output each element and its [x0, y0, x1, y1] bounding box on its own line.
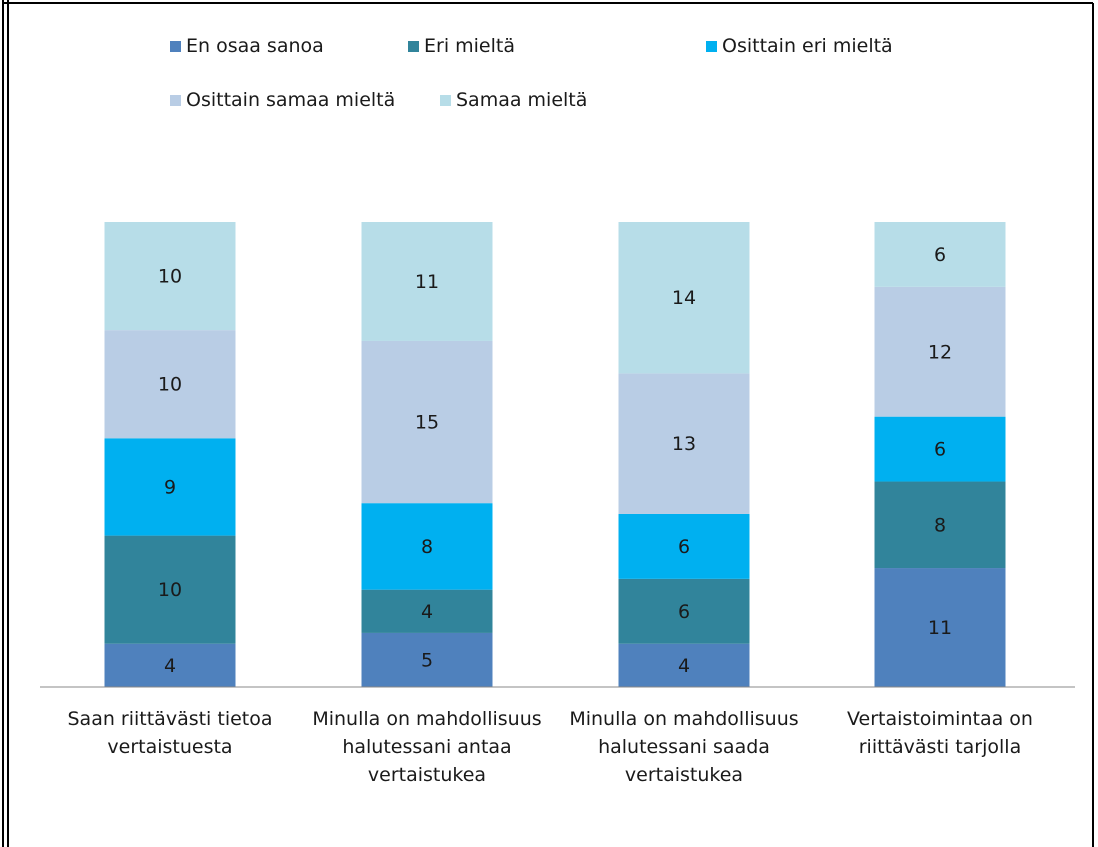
data-label: 5 [421, 649, 433, 671]
bar-segment [874, 481, 1006, 569]
data-label: 8 [934, 514, 946, 536]
bar-segment [618, 373, 750, 514]
bar-segment [618, 513, 750, 579]
data-label: 13 [672, 433, 696, 455]
bar-segment [874, 222, 1006, 287]
legend-label: En osaa sanoa [186, 35, 324, 57]
data-label: 4 [421, 601, 433, 623]
data-label: 6 [678, 536, 690, 558]
bar-segment [361, 503, 493, 590]
data-label: 4 [164, 655, 176, 677]
data-label: 11 [415, 271, 439, 293]
bar-segment [361, 222, 493, 341]
legend-item: Samaa mieltä [440, 86, 587, 114]
bar-segment [361, 340, 493, 504]
legend-item: En osaa sanoa [170, 32, 324, 60]
data-label: 6 [678, 601, 690, 623]
legend-item: Osittain samaa mieltä [170, 86, 395, 114]
legend-label: Osittain samaa mieltä [186, 89, 396, 111]
legend-swatch [170, 94, 181, 106]
bar-segment [104, 222, 236, 331]
bar-segment [104, 438, 236, 536]
bar-segment [874, 286, 1006, 417]
bar-segment [874, 416, 1006, 482]
data-label: 11 [928, 617, 952, 639]
bar-segment [618, 222, 750, 374]
x-tick-label: Saan riittävästi tietoa vertaistuesta [67, 708, 273, 758]
legend-swatch [706, 40, 717, 52]
bar-segment [874, 568, 1006, 687]
data-label: 8 [421, 536, 433, 558]
data-label: 6 [934, 439, 946, 461]
legend-swatch [440, 94, 451, 106]
bar-segment [104, 330, 236, 439]
bar-segment [361, 632, 493, 687]
legend-swatch [408, 40, 419, 52]
legend-item: Eri mieltä [408, 32, 515, 60]
legend-item: Osittain eri mieltä [706, 32, 893, 60]
x-tick-label: Minulla on mahdollisuus halutessani anta… [312, 708, 542, 786]
x-tick-label: Vertaistoimintaa on riittävästi tarjolla [847, 708, 1033, 758]
legend-label: Samaa mieltä [456, 89, 588, 111]
x-tick-label: Minulla on mahdollisuus halutessani saad… [569, 708, 799, 786]
bar-segment [618, 643, 750, 687]
data-label: 15 [415, 412, 439, 434]
bar-segment [104, 535, 236, 644]
bar-segment [618, 578, 750, 644]
bar-segment [361, 589, 493, 633]
data-label: 14 [672, 287, 696, 309]
data-label: 6 [934, 244, 946, 266]
data-label: 10 [158, 266, 182, 288]
data-label: 4 [678, 655, 690, 677]
legend-label: Eri mieltä [424, 35, 515, 57]
data-label: 10 [158, 374, 182, 396]
legend-swatch [170, 40, 181, 52]
data-label: 12 [928, 341, 952, 363]
bar-segment [104, 643, 236, 687]
data-label: 9 [164, 476, 176, 498]
legend-label: Osittain eri mieltä [722, 35, 893, 57]
data-label: 10 [158, 579, 182, 601]
